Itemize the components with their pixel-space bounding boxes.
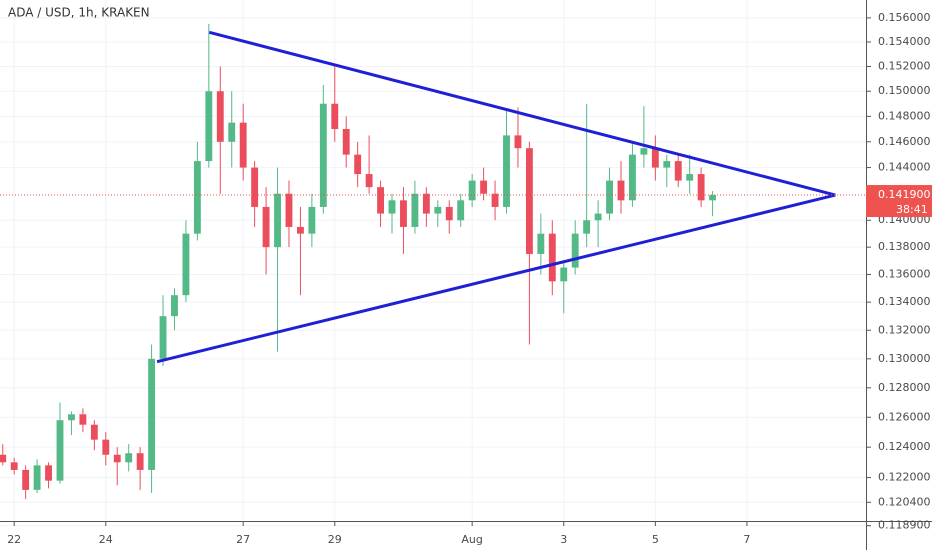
candle-body	[617, 180, 625, 201]
candle-body	[434, 206, 442, 214]
y-tick-label: 0.154000	[878, 35, 931, 48]
candle-body	[90, 424, 98, 440]
candle-body	[491, 193, 499, 207]
candle-body	[136, 453, 144, 470]
y-tick-label: 0.120400	[878, 495, 931, 508]
y-tick-label: 0.136000	[878, 267, 931, 280]
candle-body	[560, 267, 568, 282]
candle-body	[365, 174, 373, 188]
candle-body	[193, 161, 201, 234]
y-tick-label: 0.144000	[878, 161, 931, 174]
last-price-box	[866, 185, 932, 218]
candle-body	[640, 148, 648, 155]
candle-body	[56, 420, 64, 481]
candle-body	[594, 213, 602, 221]
candle-body	[388, 200, 396, 214]
candle-body	[445, 206, 453, 221]
candle-body	[159, 316, 167, 359]
candle-body	[79, 414, 87, 425]
candle-body	[583, 220, 591, 234]
y-tick-label: 0.122000	[878, 471, 931, 484]
candle-body	[148, 358, 156, 470]
candle-body	[663, 161, 671, 168]
candle-body	[68, 414, 75, 421]
candle-body	[525, 148, 533, 254]
countdown-label: 38:41	[896, 203, 928, 216]
candle-body	[262, 206, 270, 248]
candle-body	[125, 453, 133, 463]
candle-body	[239, 122, 247, 168]
y-tick-label: 0.156000	[878, 11, 931, 24]
chart-title: ADA / USD, 1h, KRAKEN	[8, 6, 150, 20]
last-price-label: 0.141900	[878, 188, 931, 201]
candle-body	[468, 180, 476, 201]
candle-body	[0, 454, 7, 463]
y-tick-label: 0.138000	[878, 240, 931, 253]
y-tick-label: 0.134000	[878, 295, 931, 308]
candle-body	[10, 462, 18, 470]
grid	[0, 0, 866, 527]
candle-body	[22, 469, 30, 490]
candle-body	[205, 91, 213, 162]
candle-body	[606, 180, 613, 214]
candle-body	[285, 193, 293, 227]
candle-body	[331, 103, 339, 130]
candle-body	[308, 206, 316, 234]
candle-body	[457, 200, 465, 221]
y-tick-label: 0.146000	[878, 135, 931, 148]
x-tick-label: 3	[560, 533, 567, 546]
candle-body	[697, 174, 705, 201]
candle-body	[400, 200, 407, 227]
candle-body	[709, 195, 717, 201]
trend-line	[208, 30, 836, 197]
candle-body	[216, 91, 224, 142]
candle-body	[503, 135, 510, 207]
candle-body	[411, 193, 419, 227]
candle-body	[171, 295, 178, 317]
y-tick-label: 0.132000	[878, 323, 931, 336]
candle-body	[182, 233, 190, 296]
y-tick-label: 0.152000	[878, 59, 931, 72]
candle-body	[342, 129, 350, 155]
candle-body	[514, 135, 522, 149]
trend-line	[156, 193, 836, 364]
x-tick-label: 7	[743, 533, 750, 546]
x-tick-label: Aug	[461, 533, 482, 546]
y-tick-label: 0.130000	[878, 352, 931, 365]
axes: 0.156000 0.154000 0.152000 0.150000 0.148000…	[7, 11, 932, 546]
candle-body	[537, 233, 545, 254]
candle-body	[33, 465, 41, 490]
candle-body	[102, 439, 110, 455]
y-tick-label: 0.150000	[878, 84, 931, 97]
candle-body	[571, 233, 579, 268]
x-tick-label: 22	[7, 533, 21, 546]
candle-body	[228, 122, 236, 142]
candle-body	[674, 161, 682, 181]
candle-body	[274, 193, 281, 248]
x-tick-label: 29	[328, 533, 342, 546]
candle-body	[377, 187, 384, 214]
candle-body	[319, 103, 327, 207]
y-tick-label: 0.126000	[878, 410, 931, 423]
candle-body	[296, 226, 304, 234]
x-tick-label: 27	[236, 533, 250, 546]
candle-body	[629, 154, 636, 201]
y-tick-label: 0.128000	[878, 381, 931, 394]
candle-body	[354, 154, 362, 175]
y-tick-label: 0.124000	[878, 440, 931, 453]
candle-body	[251, 167, 259, 207]
candle-body	[686, 174, 694, 181]
x-tick-label: 5	[652, 533, 659, 546]
y-tick-label: 0.118900	[878, 519, 931, 532]
candle-body	[651, 148, 659, 168]
y-tick-label: 0.148000	[878, 109, 931, 122]
candle-body	[113, 454, 121, 463]
plot	[0, 23, 866, 500]
candle-body	[548, 233, 556, 282]
candle-body	[422, 193, 430, 214]
candle-body	[45, 465, 52, 481]
candle-body	[480, 180, 488, 194]
x-tick-label: 24	[99, 533, 113, 546]
